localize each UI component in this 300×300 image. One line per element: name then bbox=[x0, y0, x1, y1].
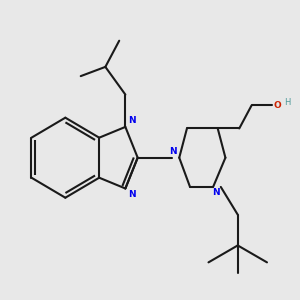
Text: N: N bbox=[128, 190, 136, 199]
Text: H: H bbox=[284, 98, 290, 107]
Text: N: N bbox=[212, 188, 219, 197]
Text: O: O bbox=[273, 101, 281, 110]
Text: N: N bbox=[169, 147, 177, 156]
Text: N: N bbox=[128, 116, 136, 125]
